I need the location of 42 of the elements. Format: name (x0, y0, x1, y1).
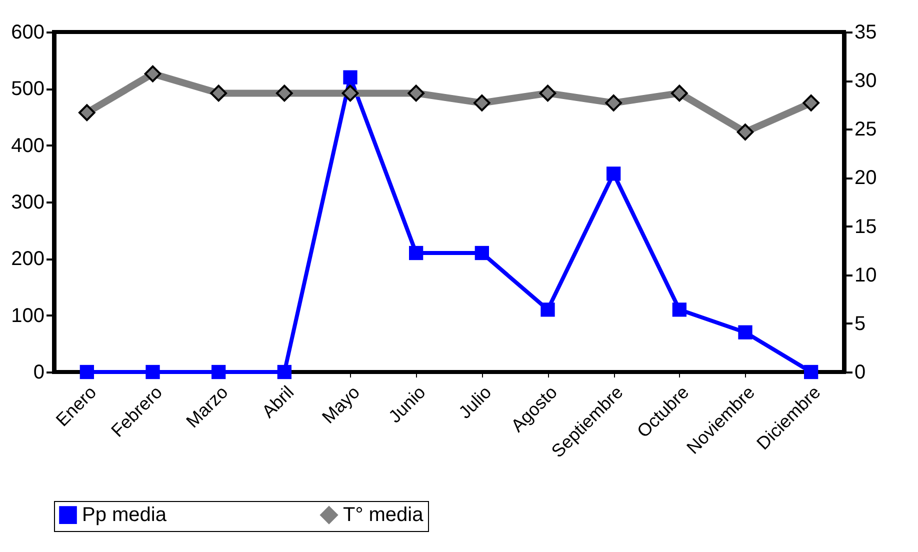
point (540, 302, 555, 317)
point (277, 364, 292, 380)
point (80, 364, 94, 380)
x-tick-label: Julio (454, 382, 496, 422)
y2-tick-label: 10 (854, 264, 877, 286)
legend-label: T° media (343, 504, 424, 526)
y2-tick-label: 35 (854, 22, 877, 44)
point (276, 84, 293, 102)
point (474, 94, 490, 112)
point (342, 84, 359, 102)
point (802, 94, 820, 112)
point (738, 325, 752, 340)
point (212, 364, 226, 380)
y-tick-label: 400 (11, 134, 44, 157)
legend-label: Pp media (82, 504, 168, 526)
point (474, 246, 489, 260)
y2-tick-label: 20 (854, 167, 877, 190)
y-tick-label: 0 (33, 362, 44, 384)
y2-tick-label: 15 (854, 216, 877, 238)
point (144, 65, 162, 82)
point (210, 84, 227, 102)
point (408, 84, 424, 102)
y-tick-label: 100 (11, 304, 44, 327)
y-tick-label: 500 (11, 78, 44, 100)
y-tick-label: 600 (11, 22, 44, 44)
point (671, 84, 688, 102)
point (539, 84, 556, 102)
y-tick-label: 200 (11, 248, 44, 270)
y2-tick-label: 5 (854, 312, 866, 335)
point (605, 94, 622, 112)
point (606, 166, 621, 181)
y2-tick-label: 30 (854, 70, 877, 92)
point (804, 364, 818, 380)
y-tick-label: 300 (11, 192, 44, 214)
point (146, 364, 160, 380)
point (343, 70, 358, 84)
point (672, 302, 686, 317)
point (78, 104, 96, 122)
y2-tick-label: 0 (854, 362, 866, 384)
y2-tick-label: 25 (854, 118, 877, 141)
point (736, 124, 754, 140)
point (409, 246, 424, 260)
